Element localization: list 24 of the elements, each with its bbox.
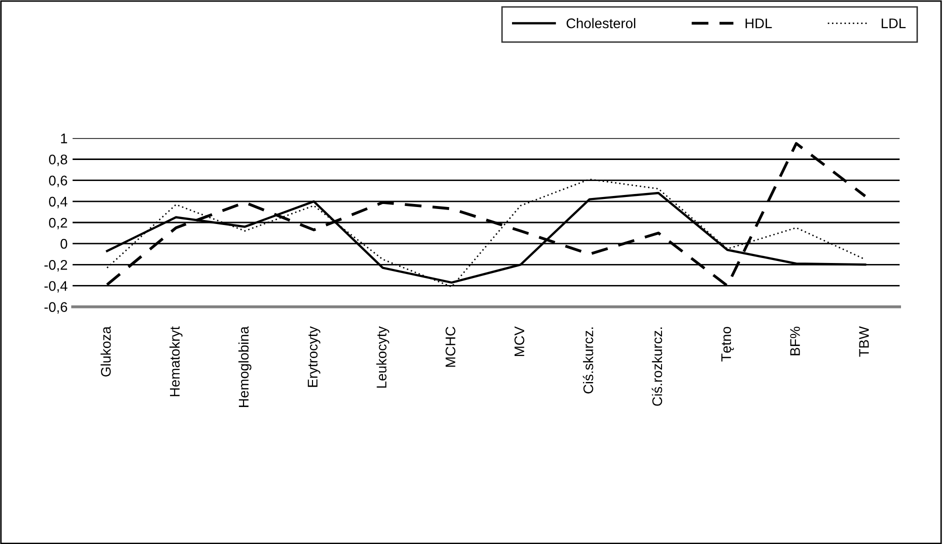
y-tick-label: 0,2 (48, 218, 68, 230)
x-tick-label: Erytrocyty (308, 326, 320, 387)
x-tick-label: MCV (514, 326, 524, 356)
x-tick-label: Tętno (721, 326, 734, 362)
y-tick-label: 0,6 (48, 176, 68, 188)
x-tick-label: Leukocyty (376, 326, 390, 388)
x-tick-label: Ciś.rozkurcz. (652, 328, 662, 406)
x-tick-label: BF% (790, 326, 800, 356)
x-tick-label: Ciś.skurcz. (582, 328, 594, 394)
x-tick-label: Hematokryt (170, 326, 182, 396)
y-tick-label: -0,2 (44, 260, 68, 272)
x-tick-label: Glukoza (100, 326, 111, 377)
y-tick-label: 0 (60, 238, 68, 249)
x-tick-label: Hemoglobina (238, 326, 252, 407)
y-tick-label: -0,4 (44, 281, 68, 293)
x-tick-label: MCHC (446, 326, 456, 367)
legend-label: HDL (746, 18, 772, 28)
y-tick-label: 1 (61, 134, 68, 144)
legend-label: Cholesterol (566, 18, 636, 28)
x-tick-label: TBW (859, 326, 869, 357)
y-tick-label: 0,4 (48, 196, 68, 208)
legend-label: LDL (882, 18, 906, 28)
y-tick-label: -0,6 (44, 302, 68, 314)
y-tick-label: 0,8 (48, 154, 68, 166)
